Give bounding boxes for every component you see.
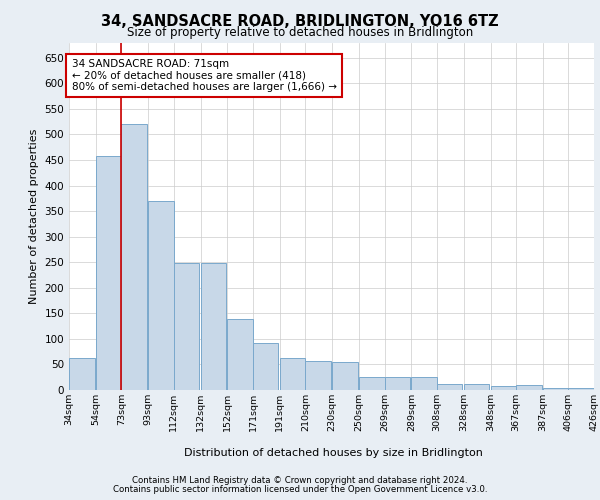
Bar — [491, 386, 516, 390]
Bar — [332, 362, 358, 390]
Bar — [148, 201, 174, 390]
Text: Distribution of detached houses by size in Bridlington: Distribution of detached houses by size … — [184, 448, 482, 458]
Bar — [69, 358, 95, 390]
Bar — [568, 388, 594, 390]
Bar — [305, 361, 331, 390]
Bar — [200, 264, 226, 390]
Bar — [385, 376, 410, 390]
Text: Contains HM Land Registry data © Crown copyright and database right 2024.: Contains HM Land Registry data © Crown c… — [132, 476, 468, 485]
Bar — [464, 384, 489, 390]
Bar — [96, 156, 121, 390]
Text: Size of property relative to detached houses in Bridlington: Size of property relative to detached ho… — [127, 26, 473, 39]
Text: 34 SANDSACRE ROAD: 71sqm
← 20% of detached houses are smaller (418)
80% of semi-: 34 SANDSACRE ROAD: 71sqm ← 20% of detach… — [71, 59, 337, 92]
Y-axis label: Number of detached properties: Number of detached properties — [29, 128, 39, 304]
Bar — [543, 388, 568, 390]
Text: 34, SANDSACRE ROAD, BRIDLINGTON, YO16 6TZ: 34, SANDSACRE ROAD, BRIDLINGTON, YO16 6T… — [101, 14, 499, 29]
Bar — [359, 376, 385, 390]
Text: Contains public sector information licensed under the Open Government Licence v3: Contains public sector information licen… — [113, 484, 487, 494]
Bar — [174, 264, 199, 390]
Bar — [412, 376, 437, 390]
Bar — [280, 358, 305, 390]
Bar — [227, 320, 253, 390]
Bar — [437, 384, 463, 390]
Bar — [121, 124, 147, 390]
Bar — [516, 386, 542, 390]
Bar — [253, 343, 278, 390]
